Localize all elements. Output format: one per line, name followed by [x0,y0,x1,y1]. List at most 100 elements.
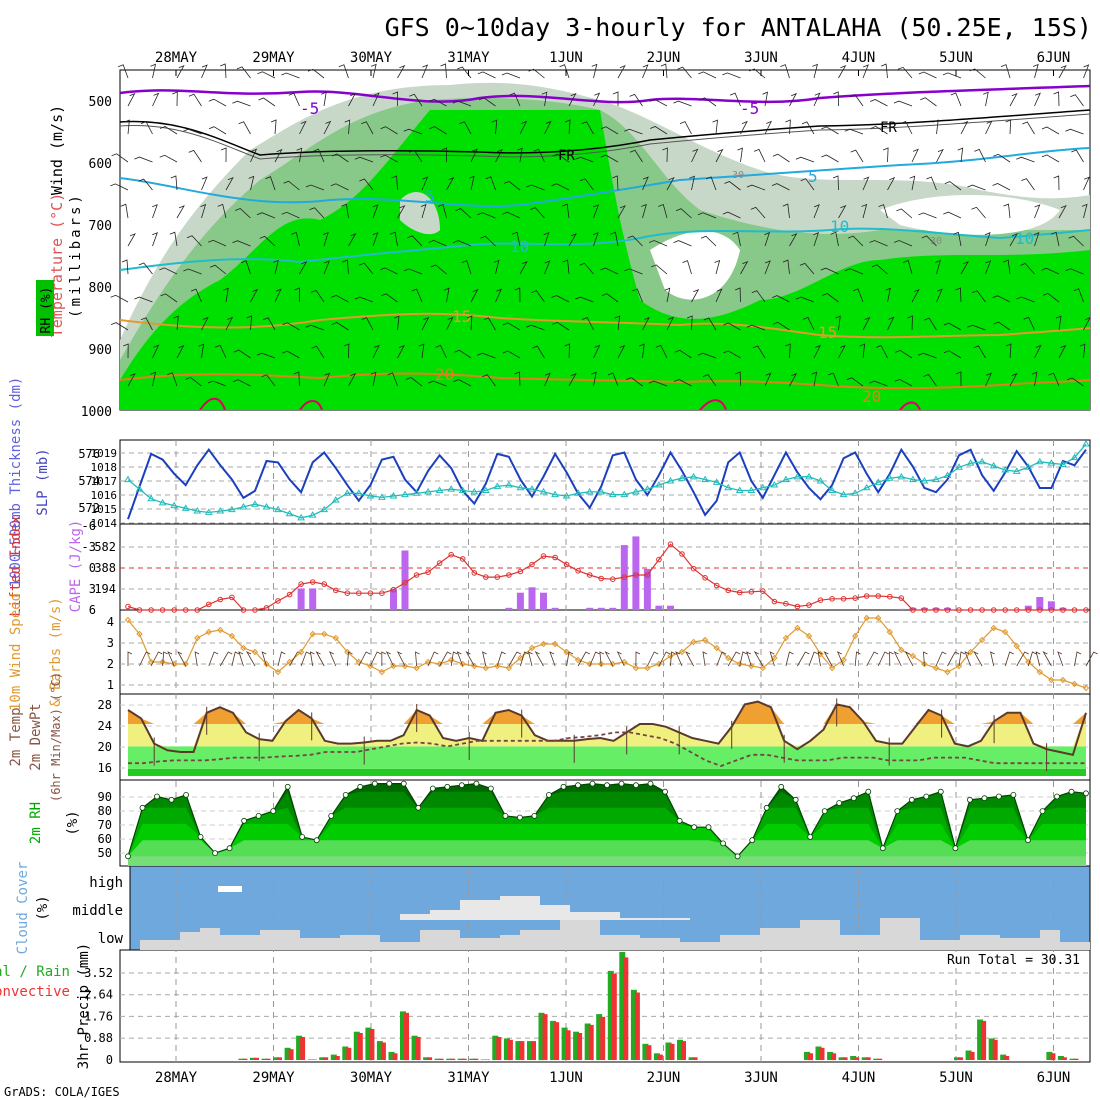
upper-wind-barb [397,344,405,359]
upper-wind-barb [801,121,815,135]
lifted-index-marker [783,600,789,607]
thickness-marker [331,496,340,503]
thickness-marker [885,474,894,481]
upper-wind-barb [435,344,447,359]
wind-speed-marker [574,656,582,664]
thickness-marker [470,487,479,495]
upper-wind-barb [649,98,668,107]
precip-convective-bar [242,1058,248,1060]
upper-wind-barb [811,371,818,387]
wind-speed-marker [1025,658,1032,666]
thickness-marker [805,472,813,480]
upper-wind-barb [737,147,743,163]
upper-wind-barb [348,373,357,387]
precip-total-bar [261,1058,268,1060]
upper-wind-barb [944,181,962,191]
bottom-date-label: 29MAY [252,1070,295,1086]
li-tick-label: -3 [82,540,96,554]
upper-wind-barb [532,345,545,359]
label-lifted-index: Lifted Index [8,515,24,616]
upper-wind-barb [624,268,643,275]
precip-convective-bar [265,1058,271,1060]
upper-wind-barb [531,290,545,303]
thickness-marker [932,475,940,483]
upper-wind-barb [552,321,570,331]
wind10-barb [685,651,694,667]
thickness-marker [597,487,606,495]
cape-bar [1036,597,1044,610]
precip-convective-bar [427,1057,433,1060]
label-cape: CAPE (J/kg) [68,520,84,613]
contour-label-5-b: 5 [808,167,818,186]
precip-convective-bar [311,1059,317,1060]
precip-convective-bar [681,1041,686,1060]
precip-convective-bar [865,1057,871,1060]
lifted-index-marker [471,570,478,576]
precip-total-bar [388,1051,395,1060]
lifted-index-marker [725,587,732,594]
upper-wind-barb [176,205,185,219]
top-date-label: 29MAY [252,50,295,66]
upper-wind-barb [380,154,398,163]
upper-wind-barb [984,232,991,247]
upper-wind-barb [391,175,398,191]
rh2m-marker [458,782,465,789]
wind10-barb [753,651,764,667]
thickness-marker [551,490,559,498]
thickness-marker [378,493,386,500]
upper-wind-barb [838,344,846,359]
upper-wind-barb [359,262,374,275]
wind-speed-marker [597,660,605,668]
bottom-date-label: 2JUN [647,1070,681,1086]
precip-convective-bar [657,1054,663,1060]
wind10-barb [604,651,614,667]
rh2m-marker [502,813,509,819]
thickness-marker [285,509,294,517]
rh2m-marker [996,793,1002,800]
precip-total-bar [469,1058,476,1060]
upper-wind-barb [127,92,136,107]
wind10-barb [315,651,325,667]
slp-tick-label: 1017 [91,475,118,488]
precip-total-bar [319,1057,326,1060]
lifted-index-marker [771,598,778,605]
upper-wind-barb [723,350,741,359]
upper-wind-barb [1053,91,1060,107]
label-slp: SLP (mb) [35,448,51,515]
upper-wind-barb [270,119,277,135]
wind-speed-marker [632,664,640,672]
lifted-index-marker [1083,607,1089,613]
cape-bar [597,607,605,610]
upper-wind-barb [847,235,864,247]
upper-wind-barb [288,92,300,107]
upper-wind-barb [111,153,129,163]
lifted-index-marker [690,565,697,572]
wind-speed-marker [667,652,674,660]
lifted-index-marker [263,605,270,611]
lifted-index-marker [1037,607,1043,613]
upper-wind-barb [250,148,258,163]
upper-wind-barb [642,316,650,331]
wind-speed-marker [724,654,732,662]
lifted-index-marker [1002,607,1009,613]
upper-wind-barb [170,175,178,191]
upper-wind-barb [821,154,839,163]
upper-wind-barb [453,379,472,387]
upper-wind-barb [543,232,550,247]
precip-total-bar [527,1041,533,1060]
upper-wind-barb [282,322,300,331]
wind10-barb [381,651,386,667]
thickness-marker [920,476,929,484]
upper-wind-barb [897,66,913,79]
wind10-barb [836,651,844,667]
top-date-label: 30MAY [350,50,393,66]
label-convective: Convective [0,984,70,1000]
upper-wind-barb [918,212,937,219]
wind10-barb [549,651,556,667]
upper-wind-barb [862,176,870,191]
thickness-marker [308,511,317,518]
upper-wind-barb [969,68,986,79]
wind-speed-marker [309,630,316,638]
upper-wind-barb [592,232,599,247]
cloud-level-middle: middle [72,903,123,919]
